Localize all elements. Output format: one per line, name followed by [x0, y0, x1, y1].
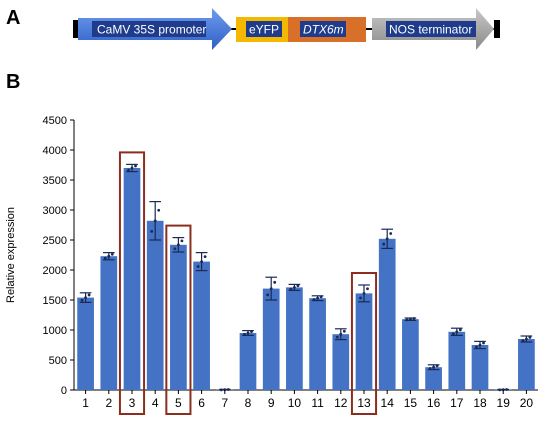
error-bar-10 [288, 283, 301, 291]
reporter-label: eYFP [249, 23, 279, 37]
y-axis-label: Relative expression [5, 207, 17, 303]
x-tick-label-14: 14 [381, 396, 395, 410]
error-bar-14 [381, 228, 394, 249]
bar-18 [471, 345, 489, 390]
error-bar-3 [126, 163, 138, 173]
y-tick-label: 2500 [43, 235, 67, 247]
y-tick-label: 4000 [43, 145, 67, 157]
x-tick-label-20: 20 [520, 396, 534, 410]
error-bar-6 [195, 252, 208, 272]
x-tick-label-15: 15 [404, 396, 418, 410]
x-tick-label-1: 1 [82, 396, 89, 410]
x-tick-label-18: 18 [473, 396, 487, 410]
y-tick-label: 3500 [43, 175, 67, 187]
x-tick-label-17: 17 [450, 396, 464, 410]
right-border-block [494, 20, 500, 38]
error-bar-8 [242, 330, 254, 336]
y-tick-label: 500 [49, 355, 67, 367]
y-ticks: 0 500 1000 1500 2000 2500 3000 3500 4000 4500 [43, 115, 74, 397]
error-bar-9 [265, 276, 278, 301]
highlight-boxes [118, 151, 378, 415]
x-tick-label-6: 6 [198, 396, 205, 410]
x-tick-label-16: 16 [427, 396, 441, 410]
error-bar-20 [520, 335, 533, 343]
y-tick-label: 1500 [43, 295, 67, 307]
highlight-box-13 [350, 272, 378, 415]
error-bar-12 [334, 328, 347, 341]
x-ticks: 1 2 3 4 5 6 7 8 9 10 11 12 13 14 15 16 17 18 19 20 [82, 390, 533, 410]
error-bar-17 [450, 327, 463, 336]
y-tick-label: 3000 [43, 205, 67, 217]
bar-17 [448, 331, 466, 390]
x-tick-label-2: 2 [105, 396, 112, 410]
gene-label-box [300, 21, 346, 37]
y-tick-label: 0 [61, 385, 67, 397]
bar-3 [123, 168, 141, 390]
x-tick-label-9: 9 [268, 396, 275, 410]
y-tick-label: 2000 [43, 265, 67, 277]
bars [77, 168, 535, 390]
bar-9 [262, 288, 280, 390]
bar-11 [309, 298, 326, 390]
x-tick-label-3: 3 [129, 396, 136, 410]
error-bar-11 [311, 295, 324, 302]
x-tick-label-8: 8 [245, 396, 252, 410]
error-bar-1 [79, 292, 92, 303]
error-bars [79, 163, 533, 392]
bar-16 [425, 367, 442, 390]
error-bar-7 [218, 388, 231, 392]
reporter-label-box [246, 21, 282, 37]
panel-label-a: A [6, 7, 20, 29]
gene-construct: CaMV 35S promoter eYFP DTX6m NOS termina… [73, 8, 500, 50]
error-bar-13 [358, 284, 370, 303]
x-tick-label-7: 7 [221, 396, 228, 410]
bar-15 [402, 319, 419, 390]
left-border-block [73, 20, 78, 38]
x-tick-label-11: 11 [311, 396, 324, 410]
bar-4 [146, 220, 164, 390]
error-bar-4 [149, 201, 162, 241]
x-tick-label-13: 13 [357, 396, 371, 410]
y-tick-label: 4500 [43, 115, 67, 127]
highlight-box-5 [165, 224, 192, 415]
x-tick-label-12: 12 [334, 396, 348, 410]
panel-label-b: B [6, 71, 20, 93]
error-bar-2 [102, 252, 115, 261]
bar-14 [378, 238, 396, 390]
error-bar-16 [427, 364, 440, 371]
bar-20 [518, 339, 535, 390]
terminator-label: NOS terminator [389, 23, 472, 37]
gene-label: DTX6m [303, 23, 344, 37]
terminator-label-box [386, 21, 476, 37]
bar-chart: Relative expression 0 500 1000 1500 2000 2500… [5, 115, 538, 415]
x-tick-label-4: 4 [152, 396, 159, 410]
bar-8 [239, 333, 257, 390]
x-tick-label-19: 19 [497, 396, 511, 410]
bar-13 [355, 293, 373, 390]
bar-12 [332, 334, 350, 390]
error-bar-15 [404, 317, 417, 322]
bar-6 [193, 261, 210, 390]
bar-10 [286, 287, 303, 390]
x-tick-label-5: 5 [175, 396, 182, 410]
promoter-label-box [92, 21, 206, 37]
highlight-box-3 [118, 151, 146, 415]
promoter-label: CaMV 35S promoter [97, 23, 206, 37]
error-bar-18 [474, 340, 486, 350]
bar-5 [170, 244, 187, 390]
x-tick-label-10: 10 [288, 396, 302, 410]
error-bar-5 [172, 237, 185, 253]
bar-2 [100, 256, 118, 390]
y-tick-label: 1000 [43, 325, 67, 337]
bar-1 [77, 297, 94, 390]
